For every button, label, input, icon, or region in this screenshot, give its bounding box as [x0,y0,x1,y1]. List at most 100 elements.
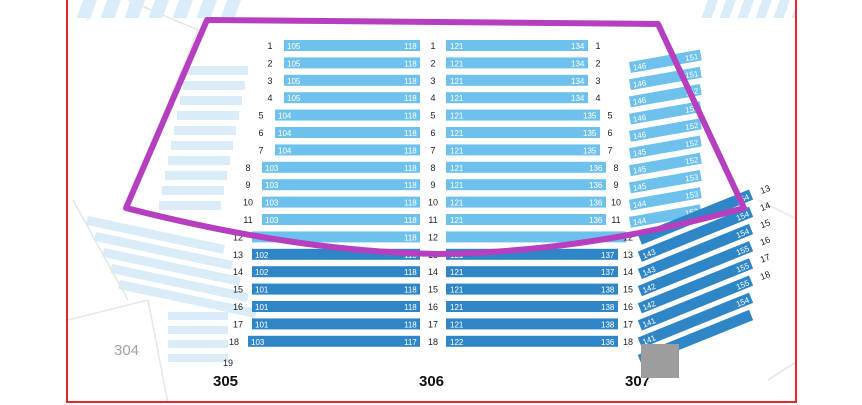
right-row-block[interactable] [628,187,702,211]
right-row-block[interactable] [628,204,702,228]
row-right-block[interactable] [446,283,618,295]
row-left-block[interactable] [252,231,420,243]
row-right-block[interactable] [446,74,588,86]
row-left-block[interactable] [252,248,420,260]
seat-end-label: 138 [601,286,615,295]
row-right-block[interactable] [446,335,618,347]
section-label-305[interactable]: 305 [213,373,238,390]
seat-start-label: 144 [632,216,647,227]
row-left-block[interactable] [252,266,420,278]
right-row-block[interactable] [637,275,754,331]
right-seat-row[interactable]: 145 153 [628,169,702,194]
seat-row-6[interactable]: 104 118 121 135 6 6 6 [258,127,613,138]
right-row-block[interactable] [637,206,754,262]
right-row-block[interactable] [628,135,702,159]
seat-row-10[interactable]: 103 118 121 136 10 10 10 [243,196,621,208]
row-right-block[interactable] [446,196,606,208]
row-right-block[interactable] [446,214,606,225]
row-left-block[interactable] [284,92,420,104]
row-left-block[interactable] [262,179,420,191]
seat-end-label: 136 [601,338,615,347]
seat-row-2[interactable]: 105 118 121 134 2 2 2 [267,57,601,69]
row-left-block[interactable] [284,40,420,51]
right-seat-row[interactable]: 146 151 [628,49,702,73]
seat-start-label: 121 [450,199,464,208]
right-row-block[interactable] [637,189,754,245]
row-right-block[interactable] [446,144,600,156]
faded-row [177,111,239,120]
seat-row-15[interactable]: 101 118 121 138 15 15 15 [233,283,633,295]
seat-row-3[interactable]: 105 118 121 134 3 3 3 [267,74,601,86]
seat-end-label: 135 [583,112,597,121]
right-row-block[interactable] [628,169,702,194]
row-number-center: 17 [428,319,438,329]
row-left-block[interactable] [275,127,420,138]
right-row-block[interactable] [637,241,754,297]
row-left-block[interactable] [284,74,420,86]
right-row-block[interactable] [637,223,754,280]
seat-start-label: 103 [265,164,279,173]
right-row-block[interactable] [628,101,702,125]
right-seat-row[interactable]: 145 152 [628,135,702,159]
seat-end-label: 118 [404,112,417,121]
right-row-block[interactable] [628,49,702,73]
section-label-304[interactable]: 304 [114,342,139,359]
seat-row-17[interactable]: 101 118 121 138 17 17 17 [233,318,633,330]
row-right-block[interactable] [446,109,600,121]
right-seat-row[interactable]: 146 152 [628,101,702,125]
right-seat-row[interactable]: 145 152 [628,152,702,177]
row-number-right: 11 [611,215,620,225]
faded-row [168,156,230,165]
right-row-block[interactable] [628,83,702,108]
right-row-block[interactable] [628,118,702,142]
row-left-block[interactable] [275,109,420,121]
row-right-block[interactable] [446,179,606,191]
right-row-block[interactable] [637,292,754,348]
row-right-block[interactable] [446,127,600,138]
seat-end-label: 152 [684,155,699,166]
right-seat-row[interactable]: 144 153 [628,204,702,228]
row-right-block[interactable] [446,161,606,173]
row-number-right-outer: 17 [759,252,772,265]
faded-row [148,0,170,18]
row-left-block[interactable] [252,283,420,295]
seat-row-14[interactable]: 102 118 121 137 14 14 14 [233,266,633,278]
row-right-block[interactable] [446,40,588,51]
faded-row [773,0,790,18]
seat-end-label: 137 [601,268,615,277]
row-left-block[interactable] [262,214,420,225]
row-right-block[interactable] [446,266,618,278]
seat-row-1[interactable]: 105 118 121 134 1 1 1 [267,40,601,51]
row-left-block[interactable] [262,196,420,208]
row-number-right-outer: 14 [759,200,772,213]
faded-row [102,248,241,286]
seat-row-16[interactable]: 101 118 121 138 16 16 16 [233,301,633,312]
row-left-block[interactable] [284,57,420,69]
row-left-block[interactable] [252,301,420,312]
row-right-block[interactable] [446,57,588,69]
row-number-center: 6 [430,128,435,138]
row-right-block[interactable] [446,248,618,260]
section-label-306[interactable]: 306 [419,373,444,390]
row-left-block[interactable] [275,144,420,156]
seat-row-11[interactable]: 103 118 121 136 11 11 11 [243,214,621,225]
row-right-block[interactable] [446,301,618,312]
seat-row-7[interactable]: 104 118 121 135 7 7 7 [258,144,613,156]
right-row-block[interactable] [628,152,702,177]
row-right-block[interactable] [446,231,626,243]
seat-row-18[interactable]: 103 117 122 136 18 18 18 [229,335,633,347]
seat-row-8[interactable]: 103 118 121 136 8 8 8 [245,161,619,173]
row-right-block[interactable] [446,318,618,330]
right-seat-row[interactable]: 146 152 [628,118,702,142]
row-right-block[interactable] [446,92,588,104]
right-row-block[interactable] [637,258,754,314]
row-left-block[interactable] [262,161,420,173]
seat-row-4[interactable]: 105 118 121 134 4 4 4 [267,92,601,104]
right-seat-row[interactable]: 144 153 [628,187,702,211]
seat-row-5[interactable]: 104 118 121 135 5 5 5 [258,109,613,121]
row-left-block[interactable] [248,335,420,347]
seat-row-9[interactable]: 103 118 121 136 9 9 9 [245,179,619,191]
row-left-block[interactable] [252,318,420,330]
